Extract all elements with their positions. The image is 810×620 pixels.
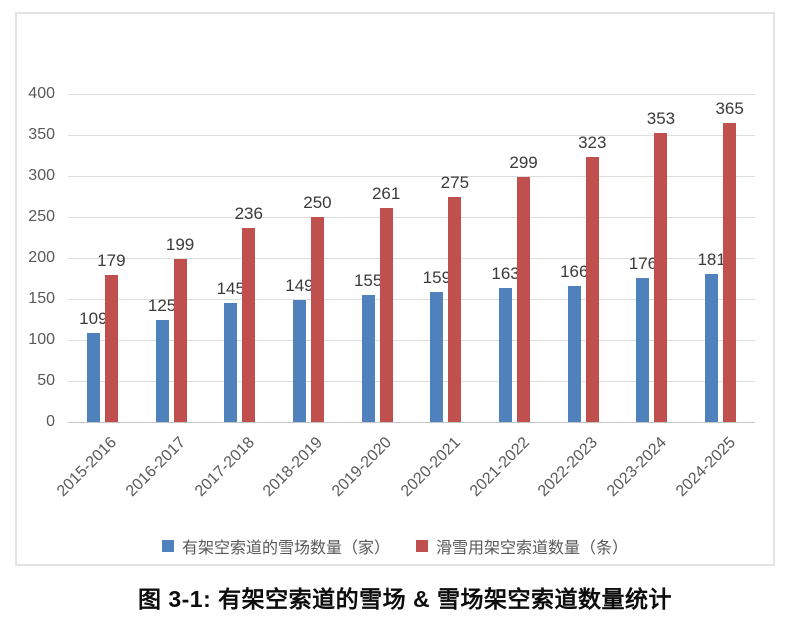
legend-label: 滑雪用架空索道数量（条）: [436, 540, 629, 557]
gridline: [68, 380, 755, 382]
data-label: 236: [234, 204, 263, 224]
chart-container: 0 50 100 150 200 250 300 350 400 109 179 2015-2016 1…: [15, 12, 775, 566]
gridline: [68, 257, 755, 259]
data-label: 155: [353, 270, 383, 290]
data-label: 199: [165, 234, 195, 254]
y-axis-tick-label: 150: [28, 290, 55, 307]
y-axis-tick-label: 300: [28, 167, 55, 184]
data-label: 179: [97, 251, 126, 271]
gridline: [68, 93, 755, 95]
series-2-bar: [242, 228, 256, 422]
series-2-bar: [448, 196, 462, 422]
series-2-bar: [173, 258, 187, 422]
series-1-bar: [155, 319, 169, 422]
y-axis-tick-label: 0: [46, 413, 55, 430]
data-label: 149: [285, 275, 314, 295]
data-label: 299: [509, 152, 538, 172]
data-label: 353: [646, 108, 676, 128]
series-1-bar: [292, 299, 306, 422]
data-label: 261: [371, 183, 401, 203]
data-label: 181: [697, 249, 726, 269]
data-label: 176: [628, 253, 658, 273]
series-2-bar: [104, 275, 118, 422]
series-2-bar: [585, 157, 599, 422]
data-label: 323: [578, 133, 607, 153]
data-label: 159: [422, 267, 452, 287]
gridline: [68, 339, 755, 341]
series-2-bar: [723, 122, 737, 422]
series-1-bar: [361, 294, 375, 422]
data-label: 145: [216, 279, 245, 299]
legend-swatch-icon: [416, 540, 428, 552]
data-label: 163: [491, 264, 520, 284]
figure-caption: 图 3-1: 有架空索道的雪场 & 雪场架空索道数量统计: [137, 586, 673, 612]
series-1-bar: [224, 303, 238, 422]
y-axis-tick-label: 350: [28, 126, 55, 143]
y-axis-tick-label: 200: [28, 249, 55, 266]
series-1-bar: [499, 288, 513, 422]
series-2-bar: [379, 207, 393, 422]
x-axis-baseline: [68, 421, 755, 423]
legend-swatch-icon: [161, 540, 174, 552]
series-2-bar: [654, 132, 668, 422]
data-label: 365: [715, 98, 744, 118]
gridline: [68, 175, 755, 177]
y-axis-tick-label: 400: [28, 85, 55, 102]
chart-legend: 有架空索道的雪场数量（家） 滑雪用架空索道数量（条）: [17, 534, 773, 558]
series-1-bar: [86, 332, 100, 422]
data-label: 275: [440, 172, 470, 192]
data-label: 250: [303, 193, 332, 212]
legend-item: 滑雪用架空索道数量（条）: [416, 534, 628, 558]
series-1-bar: [636, 277, 650, 422]
series-1-bar: [567, 285, 581, 422]
data-label: 166: [560, 261, 589, 281]
gridline: [68, 298, 755, 300]
series-1-bar: [430, 291, 444, 422]
data-label: 125: [147, 295, 177, 315]
series-2-bar: [310, 217, 324, 422]
plot-area: 0 50 100 150 200 250 300 350 400 109 179 2015-2016 1…: [17, 14, 773, 564]
legend-label: 有架空索道的雪场数量（家）: [181, 540, 390, 557]
legend-item: 有架空索道的雪场数量（家）: [161, 534, 390, 558]
series-1-bar: [705, 273, 719, 422]
y-axis-tick-label: 250: [28, 208, 55, 225]
data-label: 109: [79, 308, 108, 328]
y-axis-tick-label: 100: [28, 331, 55, 348]
gridline: [68, 216, 755, 218]
y-axis-tick-label: 50: [37, 372, 55, 389]
series-2-bar: [517, 176, 531, 422]
gridline: [68, 134, 755, 136]
